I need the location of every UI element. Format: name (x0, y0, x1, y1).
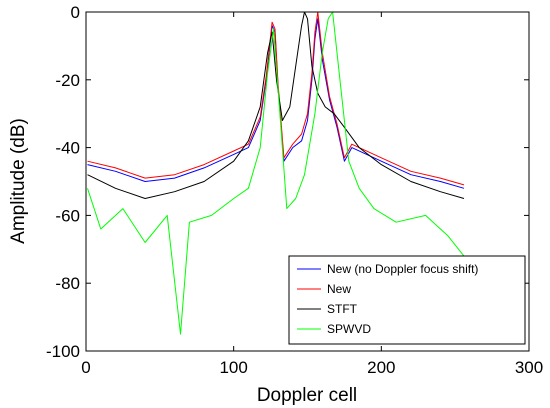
series-layer (87, 12, 465, 335)
tick-layer: 0 100 200 300 0 -20 -40 -60 -80 -100 (46, 3, 543, 377)
y-axis-label: Amplitude (dB) (8, 118, 29, 244)
legend-label-3: SPWVD (327, 322, 371, 336)
x-axis-label: Doppler cell (257, 385, 357, 406)
y-tick-label-5: -100 (46, 342, 80, 361)
y-tick-label-1: -20 (55, 71, 80, 90)
x-tick-label-2: 200 (367, 358, 395, 377)
legend-label-2: STFT (327, 302, 358, 316)
x-tick-label-3: 300 (515, 358, 543, 377)
series-line-3 (87, 12, 465, 335)
y-tick-label-2: -40 (55, 139, 80, 158)
plot-frame (85, 11, 530, 352)
y-tick-label-0: 0 (71, 3, 80, 22)
legend-label-0: New (no Doppler focus shift) (327, 262, 478, 276)
y-tick-label-3: -60 (55, 206, 80, 225)
legend-box (288, 255, 526, 345)
legend: New (no Doppler focus shift) New STFT SPWVD (288, 255, 526, 345)
legend-label-1: New (327, 282, 351, 296)
x-tick-label-1: 100 (219, 358, 247, 377)
y-tick-label-4: -80 (55, 274, 80, 293)
series-line-2 (87, 12, 465, 199)
x-tick-label-0: 0 (81, 358, 90, 377)
